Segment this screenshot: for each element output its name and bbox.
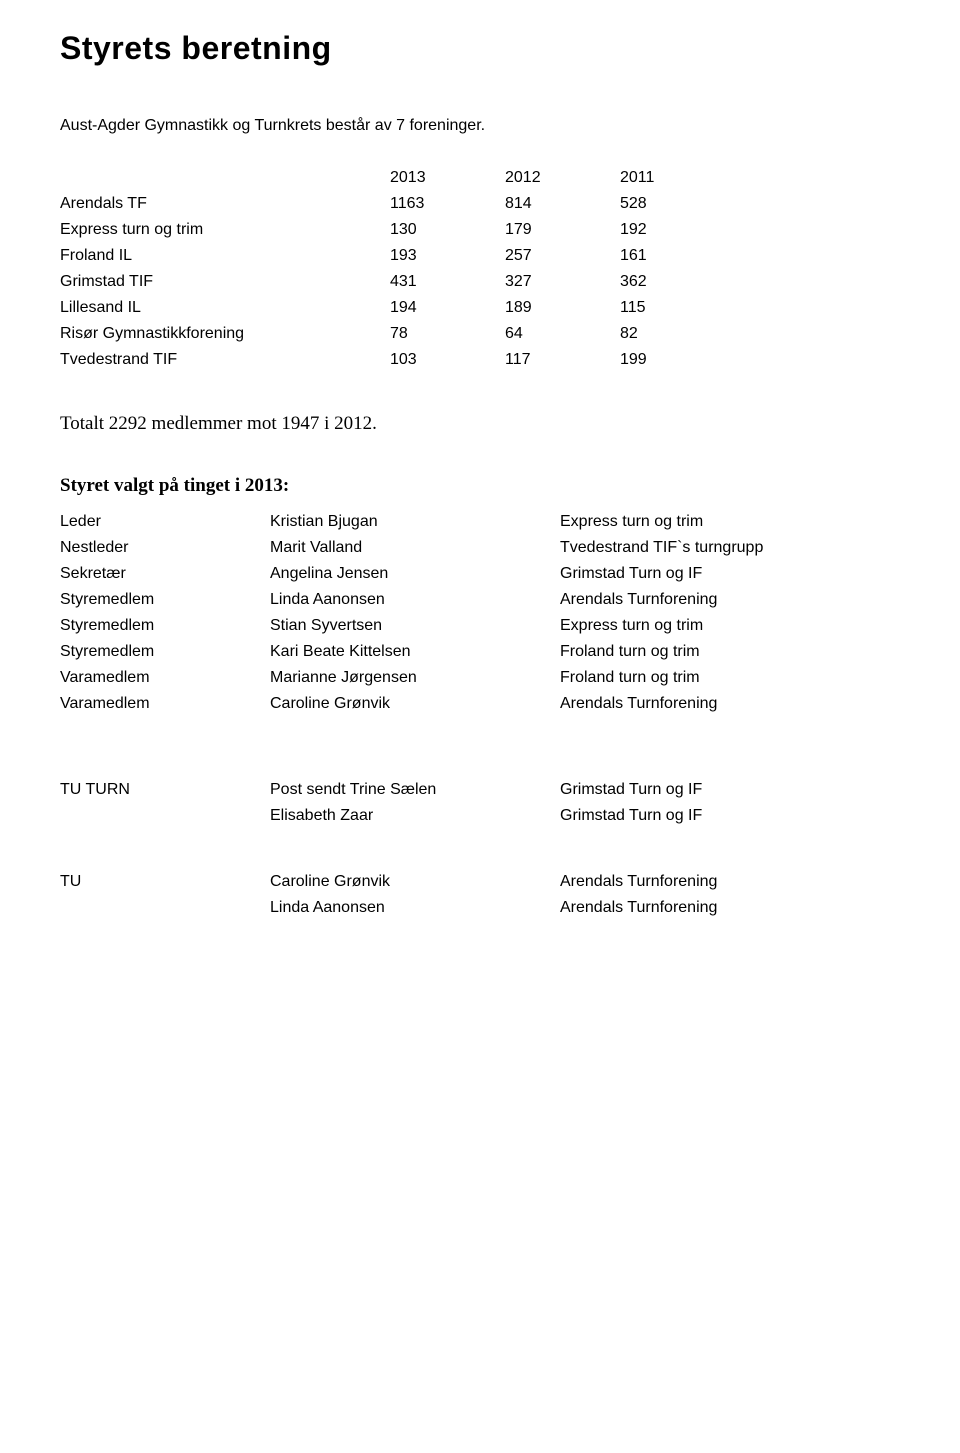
board-roster: Leder Kristian Bjugan Express turn og tr… bbox=[60, 509, 763, 717]
roster-row: Elisabeth Zaar Grimstad Turn og IF bbox=[60, 803, 717, 829]
membership-table: 2013 2012 2011 Arendals TF 1163 814 528 … bbox=[60, 165, 735, 373]
org: Arendals Turnforening bbox=[560, 869, 717, 895]
table-row: Risør Gymnastikkforening 78 64 82 bbox=[60, 321, 735, 347]
org: Tvedestrand TIF`s turngrupp bbox=[560, 535, 763, 561]
table-row: Arendals TF 1163 814 528 bbox=[60, 191, 735, 217]
cell: 78 bbox=[390, 321, 505, 347]
org: Froland turn og trim bbox=[560, 665, 763, 691]
org: Froland turn og trim bbox=[560, 639, 763, 665]
page-title: Styrets beretning bbox=[60, 30, 910, 67]
cell: 115 bbox=[620, 295, 735, 321]
org: Grimstad Turn og IF bbox=[560, 803, 717, 829]
roster-row: Nestleder Marit Valland Tvedestrand TIF`… bbox=[60, 535, 763, 561]
cell: 199 bbox=[620, 347, 735, 373]
cell: 192 bbox=[620, 217, 735, 243]
role: Styremedlem bbox=[60, 587, 270, 613]
org-name: Lillesand IL bbox=[60, 295, 390, 321]
cell: 64 bbox=[505, 321, 620, 347]
year-col: 2012 bbox=[505, 165, 620, 191]
person-name: Marianne Jørgensen bbox=[270, 665, 560, 691]
year-col: 2011 bbox=[620, 165, 735, 191]
person-name: Linda Aanonsen bbox=[270, 587, 560, 613]
roster-row: TU TURN Post sendt Trine Sælen Grimstad … bbox=[60, 777, 717, 803]
cell: 179 bbox=[505, 217, 620, 243]
totals-line: Totalt 2292 medlemmer mot 1947 i 2012. bbox=[60, 413, 910, 435]
person-name: Caroline Grønvik bbox=[270, 691, 560, 717]
table-row: Froland IL 193 257 161 bbox=[60, 243, 735, 269]
tu-turn-block: TU TURN Post sendt Trine Sælen Grimstad … bbox=[60, 777, 717, 921]
org: Arendals Turnforening bbox=[560, 691, 763, 717]
person-name: Kari Beate Kittelsen bbox=[270, 639, 560, 665]
table-header-row: 2013 2012 2011 bbox=[60, 165, 735, 191]
role: Sekretær bbox=[60, 561, 270, 587]
committee-label: TU bbox=[60, 869, 270, 895]
roster-row: Styremedlem Kari Beate Kittelsen Froland… bbox=[60, 639, 763, 665]
roster-row: Styremedlem Stian Syvertsen Express turn… bbox=[60, 613, 763, 639]
org-name: Grimstad TIF bbox=[60, 269, 390, 295]
cell: 814 bbox=[505, 191, 620, 217]
role: Varamedlem bbox=[60, 665, 270, 691]
roster-row: Leder Kristian Bjugan Express turn og tr… bbox=[60, 509, 763, 535]
cell: 130 bbox=[390, 217, 505, 243]
cell: 103 bbox=[390, 347, 505, 373]
committee-label: TU TURN bbox=[60, 777, 270, 803]
role: Styremedlem bbox=[60, 639, 270, 665]
cell: 1163 bbox=[390, 191, 505, 217]
roster-row: Varamedlem Caroline Grønvik Arendals Tur… bbox=[60, 691, 763, 717]
role: Leder bbox=[60, 509, 270, 535]
cell: 193 bbox=[390, 243, 505, 269]
cell: 257 bbox=[505, 243, 620, 269]
org-name: Tvedestrand TIF bbox=[60, 347, 390, 373]
cell: 161 bbox=[620, 243, 735, 269]
org-name: Froland IL bbox=[60, 243, 390, 269]
org: Grimstad Turn og IF bbox=[560, 561, 763, 587]
cell: 362 bbox=[620, 269, 735, 295]
cell: 82 bbox=[620, 321, 735, 347]
person-name: Elisabeth Zaar bbox=[270, 803, 560, 829]
roster-row: Styremedlem Linda Aanonsen Arendals Turn… bbox=[60, 587, 763, 613]
roster-row: Sekretær Angelina Jensen Grimstad Turn o… bbox=[60, 561, 763, 587]
org-name: Arendals TF bbox=[60, 191, 390, 217]
org-name: Express turn og trim bbox=[60, 217, 390, 243]
roster-row: Linda Aanonsen Arendals Turnforening bbox=[60, 895, 717, 921]
person-name: Marit Valland bbox=[270, 535, 560, 561]
person-name: Stian Syvertsen bbox=[270, 613, 560, 639]
table-row: Express turn og trim 130 179 192 bbox=[60, 217, 735, 243]
person-name: Angelina Jensen bbox=[270, 561, 560, 587]
table-row: Grimstad TIF 431 327 362 bbox=[60, 269, 735, 295]
roster-row: TU Caroline Grønvik Arendals Turnforenin… bbox=[60, 869, 717, 895]
board-heading: Styret valgt på tinget i 2013: bbox=[60, 475, 910, 497]
person-name: Kristian Bjugan bbox=[270, 509, 560, 535]
cell: 431 bbox=[390, 269, 505, 295]
org: Grimstad Turn og IF bbox=[560, 777, 717, 803]
org: Express turn og trim bbox=[560, 613, 763, 639]
role: Nestleder bbox=[60, 535, 270, 561]
person-name: Caroline Grønvik bbox=[270, 869, 560, 895]
role: Varamedlem bbox=[60, 691, 270, 717]
org: Arendals Turnforening bbox=[560, 587, 763, 613]
role: Styremedlem bbox=[60, 613, 270, 639]
table-row: Lillesand IL 194 189 115 bbox=[60, 295, 735, 321]
person-name: Linda Aanonsen bbox=[270, 895, 560, 921]
cell: 528 bbox=[620, 191, 735, 217]
intro-text: Aust-Agder Gymnastikk og Turnkrets bestå… bbox=[60, 117, 910, 135]
cell: 194 bbox=[390, 295, 505, 321]
cell: 327 bbox=[505, 269, 620, 295]
roster-row: Varamedlem Marianne Jørgensen Froland tu… bbox=[60, 665, 763, 691]
person-name: Post sendt Trine Sælen bbox=[270, 777, 560, 803]
cell: 117 bbox=[505, 347, 620, 373]
org: Arendals Turnforening bbox=[560, 895, 717, 921]
year-col: 2013 bbox=[390, 165, 505, 191]
table-row: Tvedestrand TIF 103 117 199 bbox=[60, 347, 735, 373]
org: Express turn og trim bbox=[560, 509, 763, 535]
cell: 189 bbox=[505, 295, 620, 321]
org-name: Risør Gymnastikkforening bbox=[60, 321, 390, 347]
